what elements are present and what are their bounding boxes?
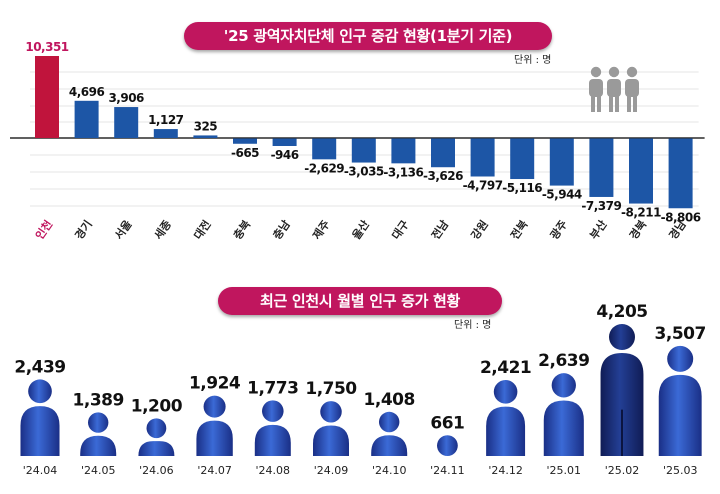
month-value-label: 2,639 [538,351,589,371]
bar-3 [114,107,139,138]
person-figure-icon [437,435,458,456]
month-value-label: 4,205 [596,302,647,322]
bar-value-label: -5,944 [542,188,582,202]
bar-value-label: 1,127 [148,113,184,127]
bar-value-label: 10,351 [25,40,68,54]
category-label: 전남 [428,217,451,242]
month-label: '25.01 [547,464,582,477]
bar-8 [312,138,337,160]
month-label: '24.07 [197,464,232,477]
category-label: 강원 [468,217,491,242]
top-chart-unit: 단위 : 명 [514,55,552,66]
month-value-label: 1,773 [247,378,298,398]
bar-value-label: -946 [271,148,299,162]
category-label: 광주 [548,218,570,242]
person-figure-icon [486,380,526,456]
bar-value-label: -2,629 [304,161,344,175]
bar-12 [470,138,495,177]
bar-value-label: -3,136 [383,165,423,179]
bar-value-label: -8,211 [621,206,661,220]
month-label: '24.04 [23,464,58,477]
month-value-label: 1,408 [364,390,415,410]
month-value-label: 661 [430,413,464,433]
bar-value-label: 3,906 [108,91,144,105]
category-label: 서울 [111,217,134,242]
bar-value-label: -4,797 [463,179,503,193]
bottom-chart-title: 최근 인천시 월별 인구 증가 현황 [218,287,502,315]
person-figure-icon [371,411,408,456]
bar-9 [351,138,376,163]
month-label: '24.09 [314,464,349,477]
person-figure-icon [658,345,702,456]
month-value-label: 3,507 [655,324,706,344]
bar-7 [272,138,297,146]
person-figure-icon [196,395,233,456]
month-value-label: 1,924 [189,374,241,394]
bar-10 [391,138,416,164]
bar-1 [35,56,59,138]
bar-17 [668,138,693,209]
category-label: 인천 [32,217,55,242]
month-value-label: 2,439 [14,357,65,377]
month-value-label: 2,421 [480,358,531,378]
bar-value-label: -5,116 [502,181,542,195]
month-label: '24.05 [81,464,116,477]
category-label: 울산 [349,217,372,242]
month-label: '24.11 [430,464,465,477]
bar-11 [431,138,455,168]
month-value-label: 1,389 [73,390,124,410]
category-label: 충북 [230,217,253,242]
month-label: '24.10 [372,464,407,477]
month-label: '24.08 [256,464,291,477]
bar-value-label: 4,696 [69,85,105,99]
category-label: 제주 [309,217,332,242]
category-label: 전북 [507,217,530,242]
bar-value-label: -3,035 [344,165,384,179]
category-label: 경북 [626,217,649,242]
month-label: '25.02 [605,464,640,477]
person-figure-icon [20,379,60,456]
bar-13 [510,138,535,180]
person-figure-icon [543,373,584,456]
bar-value-label: 325 [194,119,218,133]
bar-4 [153,129,178,138]
category-label: 세종 [151,217,174,242]
bar-14 [549,138,574,186]
category-label: 대구 [389,217,412,242]
bar-2 [74,100,99,138]
month-label: '24.06 [139,464,174,477]
bar-value-label: -8,806 [661,210,701,224]
people-group-icon [589,66,639,112]
person-figure-icon [600,324,644,456]
person-figure-icon [254,400,291,456]
month-value-label: 1,750 [305,379,357,399]
month-value-label: 1,200 [131,396,183,416]
bar-value-label: -7,379 [581,199,621,213]
bar-value-label: -665 [231,146,259,160]
person-figure-icon [80,412,117,456]
bar-5 [193,135,218,138]
person-figure-icon [138,418,175,456]
bottom-chart-unit: 단위 : 명 [454,320,492,331]
month-label: '25.03 [663,464,698,477]
bar-value-label: -3,626 [423,169,463,183]
bar-6 [233,138,257,144]
category-label: 부산 [587,217,610,242]
month-label: '24.12 [488,464,523,477]
category-label: 대전 [191,217,214,242]
category-label: 경기 [72,217,95,242]
person-figure-icon [313,401,349,456]
top-chart-title: '25 광역자치단체 인구 증감 현황(1분기 기준) [184,22,552,50]
bar-15 [589,138,614,197]
bar-16 [629,138,653,204]
category-label: 충남 [270,217,293,242]
